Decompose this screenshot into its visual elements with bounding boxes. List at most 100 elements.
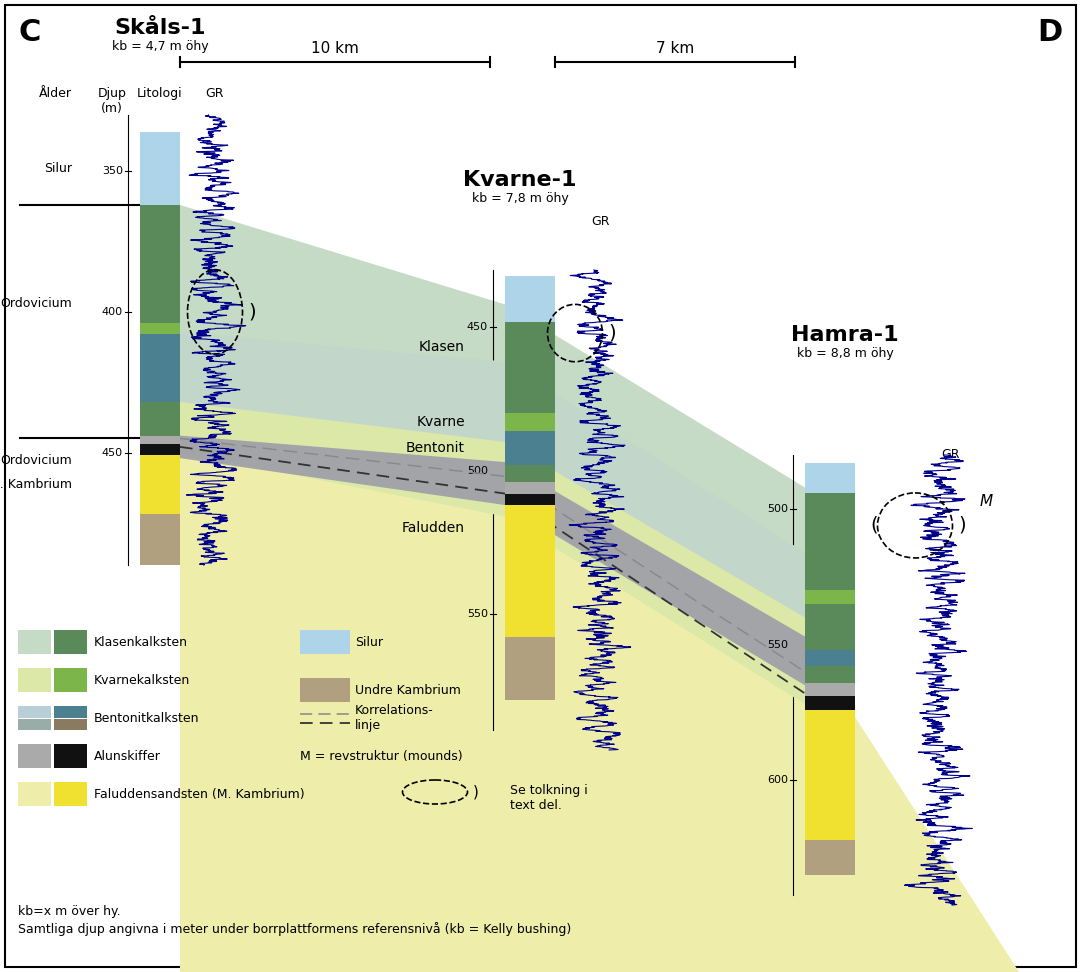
Bar: [805, 596, 855, 609]
Text: Undre Kambrium: Undre Kambrium: [355, 683, 461, 697]
Bar: [18, 706, 51, 718]
Text: Silur: Silur: [44, 162, 72, 175]
Text: Ordovicium: Ordovicium: [0, 454, 72, 467]
Bar: [141, 514, 181, 565]
Text: ): ): [248, 302, 255, 322]
Text: Hamra-1: Hamra-1: [791, 325, 898, 345]
Text: M = revstruktur (mounds): M = revstruktur (mounds): [301, 749, 463, 762]
Bar: [141, 323, 181, 334]
Bar: [805, 710, 855, 840]
Bar: [301, 678, 350, 702]
Polygon shape: [181, 331, 805, 617]
Text: Klasen: Klasen: [419, 340, 465, 355]
Bar: [805, 590, 855, 604]
Bar: [301, 630, 350, 654]
Text: kb=x m över hy.: kb=x m över hy.: [18, 905, 121, 918]
Text: M: M: [980, 494, 993, 508]
Text: Skåls-1: Skåls-1: [115, 18, 205, 38]
Polygon shape: [181, 205, 805, 705]
Bar: [805, 682, 855, 696]
Bar: [141, 334, 181, 401]
Bar: [805, 640, 855, 667]
Bar: [805, 696, 855, 710]
Bar: [54, 630, 86, 654]
Text: GR: GR: [205, 87, 224, 100]
Text: 550: 550: [768, 640, 788, 649]
Text: 500: 500: [467, 466, 488, 475]
Bar: [54, 744, 86, 768]
Text: Ålder: Ålder: [39, 87, 71, 100]
Bar: [505, 431, 555, 465]
Text: 350: 350: [102, 166, 123, 176]
Text: ): ): [608, 324, 615, 342]
Text: 450: 450: [467, 323, 488, 332]
Text: Djup
(m): Djup (m): [97, 87, 126, 115]
Polygon shape: [181, 438, 1070, 972]
Text: ): ): [958, 516, 965, 535]
Bar: [54, 706, 86, 718]
Text: D: D: [1037, 18, 1062, 47]
Bar: [805, 463, 855, 493]
Bar: [141, 435, 181, 444]
Bar: [505, 494, 555, 505]
Polygon shape: [181, 435, 805, 685]
Text: GR: GR: [590, 215, 610, 228]
Text: Kvarnekalksten: Kvarnekalksten: [94, 674, 190, 686]
Text: Faluddensandsten (M. Kambrium): Faluddensandsten (M. Kambrium): [94, 787, 305, 801]
Bar: [805, 604, 855, 650]
Text: 450: 450: [102, 447, 123, 458]
Text: 500: 500: [768, 504, 788, 514]
Bar: [505, 637, 555, 700]
Bar: [805, 840, 855, 875]
Text: Bentonitkalksten: Bentonitkalksten: [94, 712, 200, 724]
Text: C: C: [18, 18, 40, 47]
Bar: [54, 668, 86, 692]
Bar: [805, 667, 855, 682]
Text: ): ): [473, 784, 479, 800]
Text: 10 km: 10 km: [311, 41, 359, 56]
Text: Faludden: Faludden: [402, 521, 465, 535]
Text: kb = 7,8 m öhy: kb = 7,8 m öhy: [471, 192, 569, 205]
Bar: [141, 455, 181, 514]
Text: Kvarne-1: Kvarne-1: [464, 170, 577, 190]
Bar: [805, 658, 855, 672]
Bar: [805, 609, 855, 658]
Bar: [141, 401, 181, 435]
Bar: [505, 505, 555, 637]
Text: Klasenkalksten: Klasenkalksten: [94, 636, 188, 648]
Bar: [805, 493, 855, 590]
Bar: [18, 630, 51, 654]
Text: M. Kambrium: M. Kambrium: [0, 478, 72, 491]
Text: Samtliga djup angivna i meter under borrplattformens referensnivå (kb = Kelly bu: Samtliga djup angivna i meter under borr…: [18, 922, 571, 936]
Text: kb = 4,7 m öhy: kb = 4,7 m öhy: [111, 40, 209, 53]
Bar: [505, 482, 555, 494]
Bar: [505, 465, 555, 482]
Text: 550: 550: [467, 609, 488, 619]
Bar: [505, 322, 555, 413]
Text: Kvarne: Kvarne: [416, 415, 465, 429]
Polygon shape: [181, 331, 805, 705]
Text: Ordovicium: Ordovicium: [0, 296, 72, 310]
Bar: [805, 650, 855, 667]
Text: 600: 600: [768, 775, 788, 785]
Text: Litologi: Litologi: [137, 87, 183, 100]
Bar: [505, 413, 555, 431]
Bar: [805, 658, 855, 672]
Bar: [18, 668, 51, 692]
Text: Alunskiffer: Alunskiffer: [94, 749, 161, 762]
Text: kb = 8,8 m öhy: kb = 8,8 m öhy: [797, 347, 893, 360]
Text: Korrelations-
linje: Korrelations- linje: [355, 704, 433, 732]
Bar: [805, 493, 855, 596]
Bar: [54, 719, 86, 730]
Text: 400: 400: [102, 307, 123, 317]
Bar: [54, 782, 86, 806]
Text: 7 km: 7 km: [656, 41, 694, 56]
Text: Silur: Silur: [355, 636, 383, 648]
Bar: [805, 463, 855, 493]
Bar: [141, 132, 181, 205]
Text: Se tolkning i
text del.: Se tolkning i text del.: [510, 784, 588, 812]
Bar: [18, 744, 51, 768]
Bar: [18, 719, 51, 730]
Bar: [505, 276, 555, 322]
Text: (: (: [870, 516, 878, 535]
